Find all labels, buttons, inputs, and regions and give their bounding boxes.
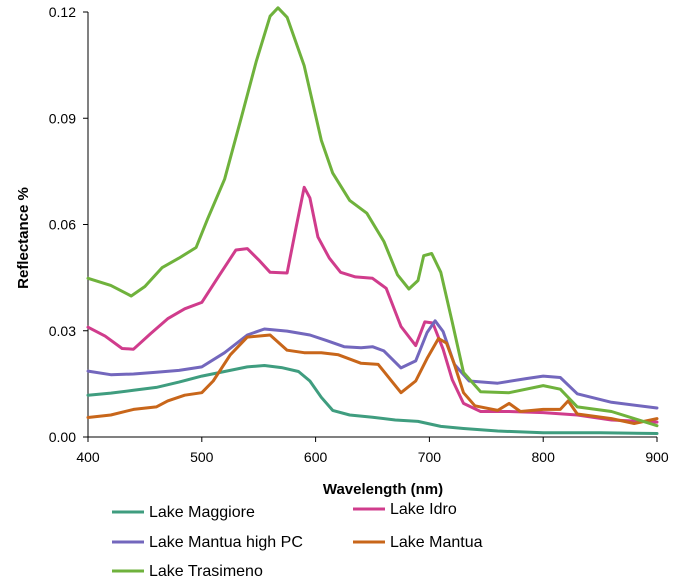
x-tick-label: 700: [418, 449, 442, 465]
y-tick-label: 0.03: [49, 323, 76, 339]
tick-labels: 0.00 0.03 0.06 0.09 0.12 400 500 600 700 800 900: [49, 4, 669, 465]
y-tick-label: 0.06: [49, 217, 76, 233]
legend-label: Lake Idro: [390, 501, 457, 518]
axes: [83, 12, 657, 442]
x-tick-label: 400: [76, 449, 100, 465]
x-axis-title: Wavelength (nm): [323, 481, 443, 498]
legend-label: Lake Trasimeno: [149, 563, 263, 580]
x-tick-label: 500: [190, 449, 214, 465]
series-lines: [88, 8, 657, 434]
y-tick-label: 0.00: [49, 429, 76, 445]
legend: Lake Maggiore Lake Idro Lake Mantua high P…: [112, 501, 483, 580]
legend-label: Lake Mantua: [390, 534, 483, 551]
x-tick-label: 900: [645, 449, 669, 465]
x-tick-label: 800: [532, 449, 556, 465]
legend-label: Lake Mantua high PC: [149, 534, 303, 551]
y-axis-title: Reflectance %: [15, 187, 32, 289]
x-tick-label: 600: [304, 449, 328, 465]
y-tick-label: 0.12: [49, 4, 76, 20]
y-tick-label: 0.09: [49, 110, 76, 126]
legend-label: Lake Maggiore: [149, 504, 255, 521]
